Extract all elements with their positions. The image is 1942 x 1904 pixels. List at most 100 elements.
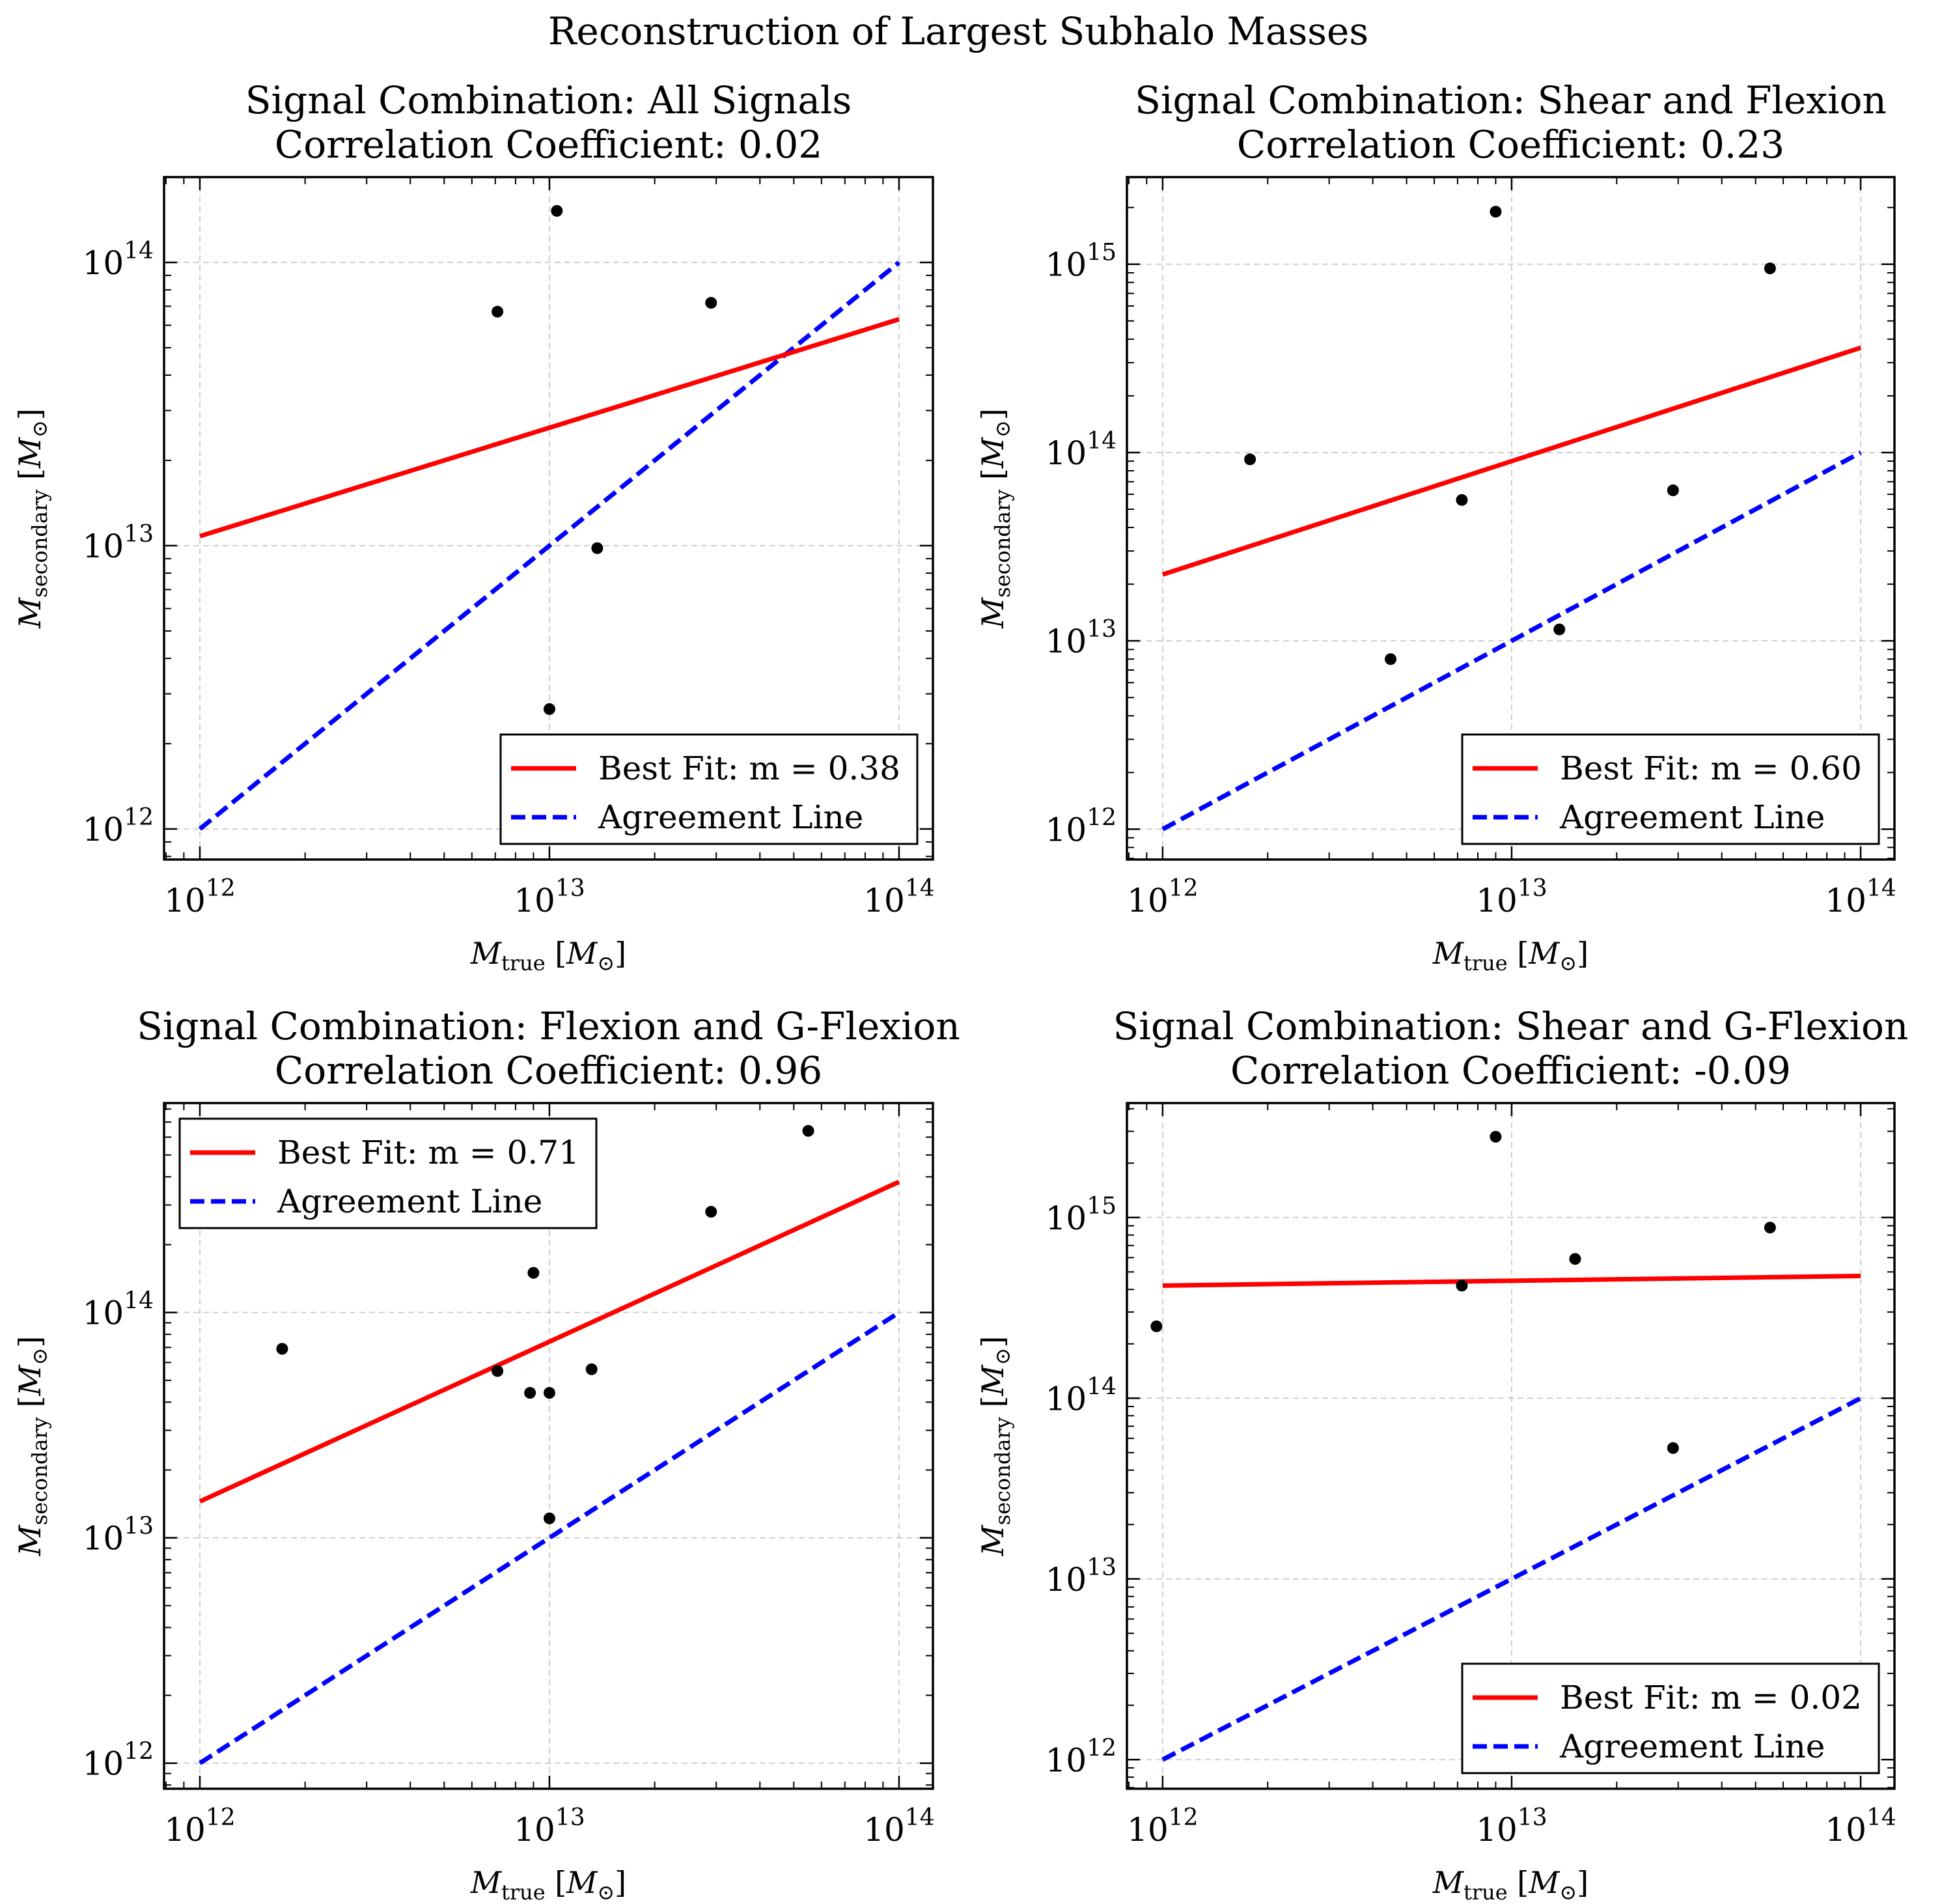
y-axis-unit-close: ]	[12, 408, 48, 420]
y-tick-label: 1014	[1046, 428, 1117, 472]
x-tick-label: 1013	[1476, 875, 1547, 919]
y-axis-unit-main: M	[975, 1364, 1010, 1397]
data-point	[585, 1363, 598, 1375]
data-point	[705, 1205, 717, 1218]
x-axis-unit-sub: ⊙	[597, 1880, 615, 1904]
x-tick-label: 1013	[514, 875, 585, 919]
tick-exponent: 13	[124, 1513, 154, 1540]
agreement-line	[198, 260, 901, 831]
tick-exponent: 13	[124, 521, 154, 548]
tick-base: 10	[1046, 1561, 1087, 1599]
panel-title-line1: Signal Combination: All Signals	[245, 78, 852, 122]
legend-frame	[178, 1117, 598, 1229]
tick-base: 10	[83, 1745, 124, 1783]
legend-fit-label: Best Fit: m = 0.02	[1560, 1679, 1862, 1716]
y-tick-label: 1014	[1046, 1373, 1117, 1418]
data-point	[591, 542, 603, 554]
panels: Signal Combination: All SignalsCorrelati…	[12, 78, 1908, 1904]
y-axis-label-sub: secondary	[27, 1417, 52, 1525]
tick-exponent: 14	[905, 1804, 935, 1831]
legend: Best Fit: m = 0.71 Agreement Line	[178, 1117, 598, 1229]
tick-exponent: 12	[1169, 1804, 1199, 1831]
data-point	[1764, 1222, 1776, 1234]
tick-base: 10	[1825, 1811, 1866, 1849]
axes-frame	[163, 176, 934, 861]
data-point	[1569, 1253, 1581, 1265]
data-point	[276, 1343, 288, 1355]
best-fit-line	[199, 1179, 900, 1504]
tick-exponent: 14	[124, 1288, 154, 1315]
legend: Best Fit: m = 0.60 Agreement Line	[1461, 733, 1880, 845]
legend-fit-label: Best Fit: m = 0.60	[1560, 749, 1862, 787]
tick-base: 10	[1046, 1380, 1087, 1418]
y-tick-label: 1014	[83, 238, 154, 282]
x-axis-label-main: M	[470, 1865, 503, 1900]
y-axis-label-sub: secondary	[990, 490, 1015, 598]
best-fit-line	[1161, 345, 1862, 577]
axes-frame	[1126, 176, 1896, 861]
data-point	[1667, 484, 1679, 496]
x-axis-unit-main: M	[566, 1865, 598, 1900]
tick-base: 10	[1046, 811, 1087, 848]
y-axis-unit-open: [	[12, 1396, 48, 1418]
tick-exponent: 12	[124, 1739, 154, 1765]
y-tick-label: 1015	[1046, 240, 1117, 284]
y-axis-unit-close: ]	[975, 408, 1010, 420]
tick-base: 10	[1046, 246, 1087, 284]
y-axis-label-sub: secondary	[27, 490, 52, 598]
data-point	[1764, 262, 1776, 275]
data-point	[802, 1125, 814, 1137]
x-axis-unit-close: ]	[615, 936, 626, 971]
data-point	[1490, 206, 1502, 218]
x-tick-label: 1014	[863, 875, 934, 919]
legend-agreement-label: Agreement Line	[1559, 1728, 1825, 1765]
best-fit-line	[199, 316, 900, 539]
data-point	[1385, 653, 1397, 665]
data-point	[1553, 623, 1566, 636]
agreement-line	[1161, 450, 1862, 832]
data-point	[543, 1387, 555, 1399]
x-tick-label: 1014	[863, 1804, 934, 1849]
legend-agreement-label: Agreement Line	[1559, 798, 1825, 836]
tick-exponent: 13	[1518, 1804, 1547, 1831]
tick-base: 10	[514, 882, 555, 919]
legend-agreement-label: Agreement Line	[277, 1183, 542, 1220]
data-point	[1456, 494, 1468, 506]
tick-base: 10	[164, 882, 206, 919]
y-axis-unit-main: M	[12, 436, 48, 469]
y-tick-label: 1012	[83, 804, 154, 848]
y-tick-label: 1013	[1046, 616, 1117, 660]
x-axis-unit-sub: ⊙	[597, 951, 615, 975]
x-tick-label: 1014	[1825, 1804, 1896, 1849]
data-point	[543, 703, 555, 715]
legend-frame	[499, 733, 919, 845]
tick-exponent: 13	[555, 1804, 585, 1831]
tick-exponent: 15	[1087, 240, 1117, 266]
tick-exponent: 13	[1087, 1554, 1117, 1581]
y-tick-label: 1013	[1046, 1554, 1117, 1599]
tick-base: 10	[1046, 434, 1087, 472]
y-axis-unit-open: [	[975, 1396, 1010, 1418]
legend: Best Fit: m = 0.02 Agreement Line	[1461, 1662, 1880, 1774]
data-point	[527, 1267, 540, 1279]
tick-base: 10	[514, 1811, 555, 1849]
tick-base: 10	[1046, 623, 1087, 660]
tick-exponent: 14	[1087, 428, 1117, 455]
tick-base: 10	[164, 1811, 206, 1849]
legend-frame	[1461, 733, 1880, 845]
data-point	[1456, 1280, 1468, 1292]
tick-base: 10	[1127, 882, 1169, 919]
x-axis-unit-sub: ⊙	[1559, 1880, 1577, 1904]
y-axis-label: Msecondary [M⊙]	[975, 408, 1015, 629]
x-axis-label-sub: true	[501, 951, 546, 975]
y-axis-label-main: M	[12, 596, 48, 629]
data-point	[1150, 1320, 1163, 1332]
data-point	[1490, 1130, 1502, 1143]
tick-base: 10	[1046, 1741, 1087, 1779]
y-axis-label-sub: secondary	[990, 1417, 1015, 1525]
agreement-line	[1161, 1396, 1862, 1762]
tick-exponent: 12	[1169, 875, 1199, 902]
x-axis-label-sub: true	[1463, 951, 1508, 975]
y-tick-label: 1014	[83, 1288, 154, 1332]
